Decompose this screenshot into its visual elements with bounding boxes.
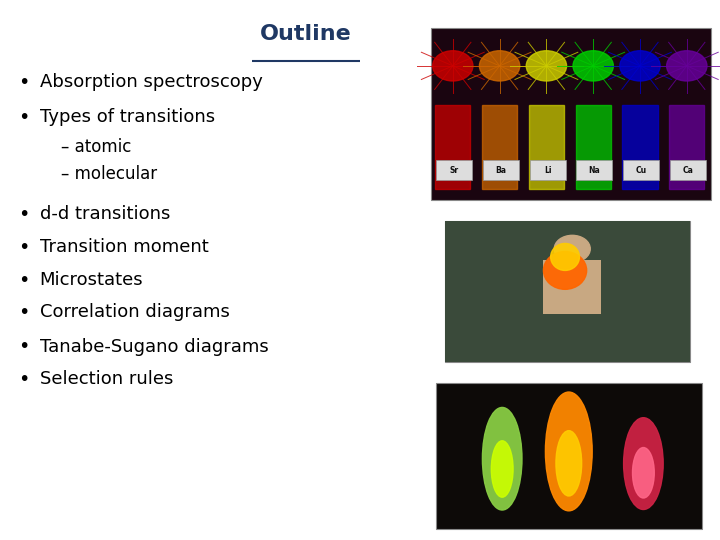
Ellipse shape	[556, 431, 582, 496]
Text: Ba: Ba	[495, 166, 506, 174]
Bar	[575, 105, 611, 189]
Bar	[577, 160, 612, 180]
FancyBboxPatch shape	[445, 221, 690, 362]
Text: •: •	[18, 271, 30, 290]
Circle shape	[667, 51, 707, 81]
Bar	[445, 221, 690, 362]
Text: Na: Na	[588, 166, 600, 174]
Circle shape	[620, 51, 660, 81]
Ellipse shape	[544, 252, 587, 289]
Circle shape	[554, 235, 590, 262]
Text: •: •	[18, 238, 30, 256]
FancyBboxPatch shape	[431, 28, 711, 200]
Ellipse shape	[551, 244, 580, 271]
Text: •: •	[18, 370, 30, 389]
Circle shape	[433, 51, 473, 81]
Text: Cu: Cu	[636, 166, 647, 174]
Text: Microstates: Microstates	[40, 271, 143, 289]
Circle shape	[526, 51, 567, 81]
Text: – molecular: – molecular	[61, 165, 158, 183]
Text: d-d transitions: d-d transitions	[40, 205, 170, 223]
Circle shape	[480, 51, 520, 81]
FancyBboxPatch shape	[436, 383, 702, 529]
Bar	[482, 160, 518, 180]
Bar	[435, 105, 470, 189]
Bar	[482, 105, 517, 189]
Bar	[436, 160, 472, 180]
Ellipse shape	[482, 407, 522, 510]
Ellipse shape	[491, 441, 513, 497]
Text: Li: Li	[544, 166, 552, 174]
Bar	[670, 105, 704, 189]
Text: Ca: Ca	[683, 166, 693, 174]
Bar	[544, 260, 601, 314]
Text: •: •	[18, 108, 30, 127]
Bar	[528, 105, 564, 189]
Ellipse shape	[624, 418, 663, 510]
Text: •: •	[18, 73, 30, 92]
Bar	[670, 160, 706, 180]
Text: Outline: Outline	[260, 24, 352, 44]
Ellipse shape	[546, 392, 593, 511]
Bar	[623, 160, 660, 180]
Text: Types of transitions: Types of transitions	[40, 108, 215, 126]
Text: Tanabe-Sugano diagrams: Tanabe-Sugano diagrams	[40, 338, 269, 355]
Bar	[622, 105, 657, 189]
Text: Sr: Sr	[449, 166, 459, 174]
Ellipse shape	[632, 448, 654, 498]
Text: •: •	[18, 338, 30, 356]
Text: •: •	[18, 205, 30, 224]
Text: Correlation diagrams: Correlation diagrams	[40, 303, 230, 321]
Text: •: •	[18, 303, 30, 322]
Text: Absorption spectroscopy: Absorption spectroscopy	[40, 73, 263, 91]
Text: – atomic: – atomic	[61, 138, 132, 156]
Text: Selection rules: Selection rules	[40, 370, 173, 388]
Text: Transition moment: Transition moment	[40, 238, 208, 255]
Bar	[529, 160, 566, 180]
Circle shape	[573, 51, 613, 81]
